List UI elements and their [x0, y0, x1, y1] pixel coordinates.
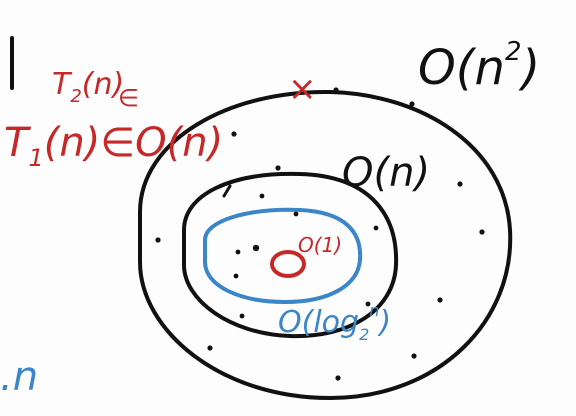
label-big-o-n-squared: O(n2)	[418, 37, 540, 96]
element-dot	[275, 165, 281, 171]
t1-element-of-symbol: ∈	[100, 120, 135, 166]
element-dot	[235, 249, 241, 255]
element-dot	[239, 313, 245, 319]
left-edge-blue-text: .n	[0, 354, 38, 400]
element-dot	[457, 181, 463, 187]
element-dot	[293, 211, 299, 217]
element-dot	[231, 131, 237, 137]
t1-arg: (n)	[44, 120, 101, 166]
label-log-close: )	[377, 305, 391, 340]
element-dot	[155, 237, 161, 243]
element-dot	[411, 353, 417, 359]
element-dot	[259, 193, 265, 199]
label-t2-of-n: T2(n)	[52, 67, 124, 107]
outer-set-boundary-n-squared	[138, 89, 513, 400]
element-dot	[333, 87, 339, 93]
label-big-o-n: O(n)	[342, 150, 430, 196]
label-t1-of-n: T1(n)∈O(n)	[4, 120, 223, 172]
inner-set-boundary-log-n	[203, 207, 363, 304]
label-big-o-log-n: O(log2n)	[278, 301, 391, 344]
t1-subscript: 1	[28, 144, 43, 172]
tick-mark	[222, 184, 232, 198]
label-log-subscript: 2	[359, 325, 369, 344]
element-dot	[409, 101, 415, 107]
label-n-squared-exponent: 2	[505, 37, 522, 67]
label-big-o-1: O(1)	[298, 233, 342, 257]
element-dot	[479, 229, 485, 235]
t1-set: O(n)	[135, 120, 223, 166]
t2-element-of-symbol: ∈	[118, 84, 139, 112]
t1-name: T	[4, 120, 32, 166]
t2-arg: (n)	[82, 67, 124, 102]
constant-set-blob	[270, 250, 306, 278]
element-dot	[233, 273, 239, 279]
label-n-squared-close: )	[518, 40, 540, 96]
red-cross-mark: ×	[288, 69, 317, 109]
middle-set-boundary-n	[182, 171, 399, 339]
element-dot	[373, 225, 379, 231]
label-log-base: O(log	[278, 305, 359, 340]
element-dot	[252, 244, 260, 252]
element-dot	[437, 297, 443, 303]
element-dot	[335, 375, 341, 381]
element-dot	[207, 345, 213, 351]
t2-name: T	[52, 67, 73, 102]
label-n-squared-base: O(n	[418, 40, 505, 96]
t2-subscript: 2	[70, 86, 81, 107]
element-dot	[365, 301, 371, 307]
label-log-superscript: n	[369, 301, 379, 320]
